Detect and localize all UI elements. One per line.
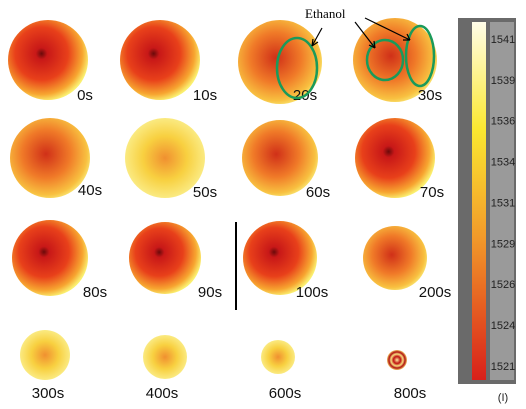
droplet [261, 340, 295, 374]
time-label: 90s [198, 284, 222, 301]
time-label: 10s [193, 87, 217, 104]
colorbar-tick-label: 1529 [491, 238, 515, 250]
droplet [120, 20, 200, 100]
time-label: 100s [296, 284, 329, 301]
time-label: 60s [306, 184, 330, 201]
time-label: 800s [394, 385, 427, 402]
annotation: Ethanol [305, 6, 346, 21]
colorbar-tick-label: 1536 [491, 116, 515, 128]
droplet [363, 226, 427, 290]
time-label: 40s [78, 182, 102, 199]
time-label: 600s [269, 385, 302, 402]
colorbar-tick-label: 1531 [491, 197, 515, 209]
colorbar-unit: (I) [498, 392, 508, 404]
droplet [8, 20, 88, 100]
colorbar-tick-label: 1539 [491, 75, 515, 87]
time-label: 50s [193, 184, 217, 201]
time-label: 0s [77, 87, 93, 104]
figure: 0s10s20s30s40s50s60s70s80s90s100s200s300… [0, 0, 526, 409]
droplet [12, 220, 88, 296]
colorbar-tick-label: 1521 [491, 361, 515, 373]
droplet [129, 222, 201, 294]
time-label: 70s [420, 184, 444, 201]
droplet [20, 330, 70, 380]
droplet [143, 335, 187, 379]
colorbar-tick-label: 1541 [491, 34, 515, 46]
droplet [387, 350, 407, 370]
colorbar-tick-label: 1534 [491, 157, 515, 169]
time-label: 200s [419, 284, 452, 301]
colorbar-tick-label: 1524 [491, 320, 515, 332]
colorbar-tick-label: 1526 [491, 279, 515, 291]
time-label: 80s [83, 284, 107, 301]
time-label: 300s [32, 385, 65, 402]
colorbar-ticks: 1541 1539 1536 1534 1531 1529 1526 1524 1521 [491, 34, 515, 373]
colorbar [472, 22, 486, 380]
time-label: 30s [418, 87, 442, 104]
time-label: 400s [146, 385, 179, 402]
